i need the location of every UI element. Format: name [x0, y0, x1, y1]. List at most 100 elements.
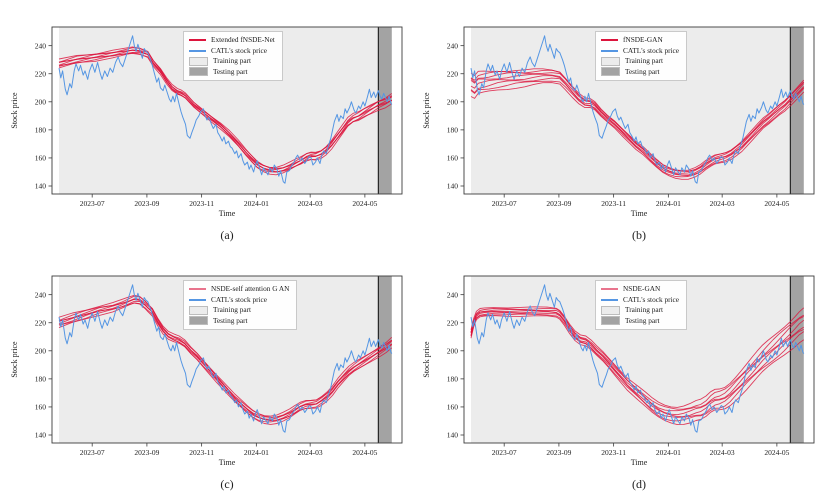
- model-line: [470, 313, 805, 422]
- model-line: [470, 71, 805, 172]
- x-tick-label: 2024-03: [710, 199, 735, 208]
- model-line: [58, 300, 393, 421]
- x-tick-label: 2024-03: [710, 448, 735, 457]
- y-tick-label: 200: [447, 97, 459, 106]
- legend-label: CATL's stock price: [211, 294, 268, 304]
- legend-label: Testing part: [213, 315, 248, 325]
- legend-line-swatch: [601, 298, 618, 301]
- legend-line-swatch: [189, 39, 206, 42]
- y-tick-label: 240: [35, 290, 47, 299]
- legend-line-swatch: [189, 288, 206, 291]
- y-tick-label: 200: [35, 97, 47, 106]
- panel-a: 140 160 180 200 220 240 2023-07 2023-09 2023-11 2…: [0, 0, 411, 249]
- y-tick-label: 240: [35, 41, 47, 50]
- series-group: [470, 35, 805, 184]
- x-tick-label: 2024-03: [298, 199, 323, 208]
- x-tick-label: 2024-01: [244, 448, 269, 457]
- y-axis-label: Stock price: [422, 92, 431, 129]
- y-tick-label: 220: [447, 69, 459, 78]
- y-axis-label: Stock price: [10, 341, 19, 378]
- y-tick-label: 220: [35, 318, 47, 327]
- y-tick-label: 220: [35, 69, 47, 78]
- x-tick-label: 2024-01: [244, 199, 269, 208]
- model-line: [470, 75, 805, 176]
- legend-patch-swatch: [601, 316, 620, 326]
- plot-border: [463, 275, 815, 444]
- y-tick-label: 140: [35, 182, 47, 191]
- x-tick-label: 2023-07: [80, 199, 105, 208]
- x-tick-label: 2024-05: [764, 199, 789, 208]
- model-line: [58, 294, 393, 417]
- model-line: [470, 68, 805, 172]
- legend-patch-swatch: [601, 305, 620, 315]
- x-tick-label: 2023-07: [80, 448, 105, 457]
- stock-price-line: [470, 35, 805, 184]
- x-tick-label: 2023-11: [601, 448, 626, 457]
- x-axis-label: Time: [219, 458, 236, 467]
- legend-c: NSDE-self attention G AN CATL's stock pri…: [183, 280, 298, 330]
- x-tick-label: 2024-05: [352, 448, 377, 457]
- caption-a: (a): [220, 228, 234, 242]
- legend-label: NSDE-self attention G AN: [211, 284, 290, 293]
- x-axis-label: Time: [219, 209, 236, 218]
- legend-label: Testing part: [625, 315, 660, 325]
- legend-label: Training part: [213, 305, 252, 314]
- model-line: [470, 315, 805, 426]
- testing-band: [378, 27, 392, 194]
- legend-row: CATL's stock price: [189, 295, 289, 306]
- legend-label: Testing part: [213, 66, 248, 76]
- legend-row: Testing part: [189, 67, 275, 78]
- y-tick-label: 140: [447, 182, 459, 191]
- legend-label: Extended fNSDE-Net: [211, 35, 275, 44]
- legend-patch-swatch: [189, 56, 208, 66]
- y-tick-label: 180: [447, 125, 459, 134]
- legend-b: fNSDE-GAN CATL's stock price Training part…: [595, 31, 688, 81]
- testing-band: [790, 276, 804, 443]
- y-tick-label: 200: [447, 346, 459, 355]
- series-group: [470, 284, 805, 433]
- legend-patch-swatch: [601, 67, 620, 77]
- legend-row: CATL's stock price: [189, 46, 275, 57]
- stock-price-line: [58, 284, 393, 433]
- legend-line-swatch: [601, 288, 618, 291]
- x-tick-label: 2023-09: [134, 199, 159, 208]
- legend-label: CATL's stock price: [623, 294, 680, 304]
- model-line: [58, 298, 393, 418]
- legend-d: NSDE-GAN CATL's stock price Training part T…: [595, 280, 688, 330]
- legend-row: Extended fNSDE-Net: [189, 35, 275, 46]
- y-axis-label: Stock price: [422, 341, 431, 378]
- model-line: [470, 69, 805, 172]
- x-tick-label: 2023-09: [546, 199, 571, 208]
- legend-row: fNSDE-GAN: [601, 35, 679, 46]
- y-tick-label: 140: [447, 431, 459, 440]
- x-tick-label: 2024-05: [764, 448, 789, 457]
- legend-label: NSDE-GAN: [623, 284, 661, 293]
- legend-row: Training part: [189, 305, 289, 316]
- x-tick-label: 2024-03: [298, 448, 323, 457]
- x-tick-label: 2023-11: [189, 448, 214, 457]
- y-tick-label: 180: [35, 125, 47, 134]
- x-axis-label: Time: [631, 458, 648, 467]
- testing-band: [378, 276, 392, 443]
- legend-label: Training part: [213, 56, 252, 65]
- y-tick-label: 220: [447, 318, 459, 327]
- legend-patch-swatch: [189, 316, 208, 326]
- legend-row: CATL's stock price: [601, 46, 679, 57]
- x-tick-label: 2023-07: [492, 448, 517, 457]
- legend-line-swatch: [601, 39, 618, 42]
- x-tick-label: 2023-11: [601, 199, 626, 208]
- y-tick-label: 160: [35, 154, 47, 163]
- caption-b: (b): [632, 228, 646, 242]
- plot-border: [51, 275, 403, 444]
- x-tick-label: 2024-01: [656, 199, 681, 208]
- panel-b: 140 160 180 200 220 240 2023-07 2023-09 2023-11 2…: [412, 0, 823, 249]
- legend-line-swatch: [601, 49, 618, 52]
- plot-border: [51, 26, 403, 195]
- caption-c: (c): [220, 477, 234, 491]
- legend-row: Training part: [189, 56, 275, 67]
- y-tick-label: 180: [447, 374, 459, 383]
- legend-label: CATL's stock price: [211, 45, 268, 55]
- x-tick-label: 2024-05: [352, 199, 377, 208]
- x-tick-label: 2023-07: [492, 199, 517, 208]
